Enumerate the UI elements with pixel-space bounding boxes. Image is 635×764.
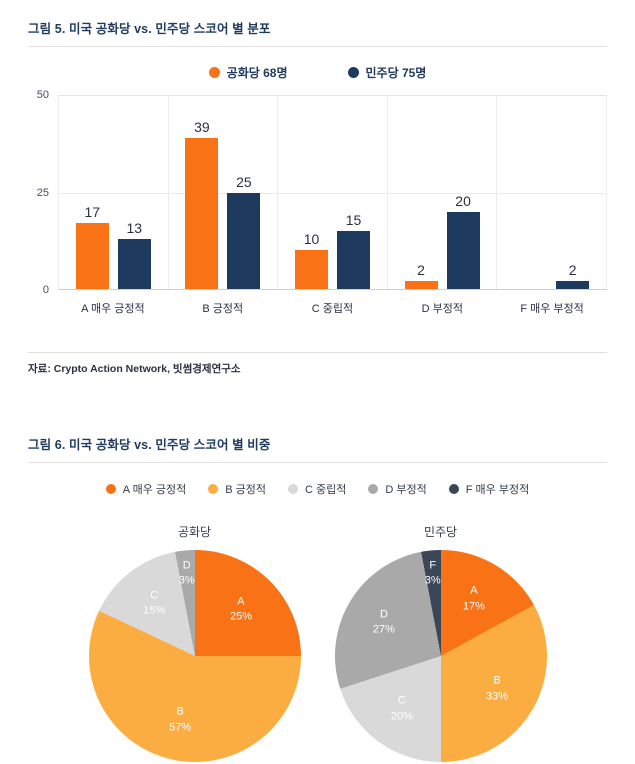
bar-value-label: 13 xyxy=(126,219,143,236)
bar xyxy=(556,281,590,289)
legend-item: B 긍정적 xyxy=(208,481,266,497)
bar-group: 10 15 xyxy=(277,96,387,289)
bar-slot: 17 xyxy=(75,96,109,289)
category-label: F 매우 부정적 xyxy=(520,303,584,315)
bar xyxy=(185,138,219,289)
pie-chart-legend: A 매우 긍정적 B 긍정적 C 중립적 D 부정적 F 매우 부정적 xyxy=(28,481,607,497)
bar xyxy=(75,223,109,289)
legend-marker xyxy=(448,484,459,494)
pie-slice-label: A 25% xyxy=(229,595,252,623)
figure-5: 그림 5. 미국 공화당 vs. 민주당 스코어 별 분포 공화당 68명 민주당… xyxy=(0,0,635,376)
pie-slice-label: C 15% xyxy=(143,589,166,618)
source-divider xyxy=(28,352,607,353)
bar-group: 17 13 xyxy=(58,96,168,289)
pie-chart-republican: 공화당 A 25% B 57% C 15% D 3% xyxy=(88,523,301,762)
legend-marker xyxy=(288,484,299,494)
bar-value-label: 2 xyxy=(568,262,577,279)
bar-value-label: 25 xyxy=(236,173,252,190)
bar-value-label: 15 xyxy=(345,212,362,229)
legend-item: A 매우 긍정적 xyxy=(105,481,187,497)
pie-charts-row: 공화당 A 25% B 57% C 15% D 3% 민주당 A 17% B 33% C … xyxy=(0,523,635,762)
pie: A 25% B 57% C 15% D 3% xyxy=(88,550,301,762)
bar-chart: 0 25 50 17 13 39 25 10 15 2 20 2 xyxy=(28,89,607,296)
legend-item: 민주당 75명 xyxy=(347,64,427,81)
bar xyxy=(294,250,328,289)
legend-marker xyxy=(347,67,359,78)
bar-value-label: 2 xyxy=(417,262,425,279)
pie-slice-label: D 27% xyxy=(372,608,395,636)
legend-label: A 매우 긍정적 xyxy=(122,484,187,496)
legend-label: B 긍정적 xyxy=(225,484,267,496)
legend-label: 민주당 75명 xyxy=(365,66,427,80)
legend-item: F 매우 부정적 xyxy=(448,481,530,497)
pie-slice-label: B 33% xyxy=(486,675,509,703)
legend-item: D 부정적 xyxy=(368,481,427,497)
bar-slot: 20 xyxy=(446,96,480,289)
pie-slice-label: B 57% xyxy=(169,705,192,734)
pie: A 17% B 33% C 20% D 27% F 3% xyxy=(334,550,547,762)
gridline-25 xyxy=(58,192,607,194)
pie-slice-label: C 20% xyxy=(390,694,413,723)
bar-value-label: 17 xyxy=(84,204,101,221)
bar-value-label: 20 xyxy=(455,192,471,209)
bar-plot-area: 17 13 39 25 10 15 2 20 2 xyxy=(58,95,607,290)
legend-label: 공화당 68명 xyxy=(226,66,288,80)
bar xyxy=(404,281,438,289)
legend-marker xyxy=(208,67,220,78)
bar-slot: 15 xyxy=(336,96,370,289)
y-tick-label: 50 xyxy=(36,89,49,101)
pie-chart-democrat: 민주당 A 17% B 33% C 20% D 27% F 3% xyxy=(334,523,547,762)
category-label: B 긍정적 xyxy=(202,303,244,315)
category-label: D 부정적 xyxy=(421,303,463,315)
pie-title: 민주당 xyxy=(423,525,458,539)
bar-group: 2 xyxy=(496,96,607,289)
figure-6-title: 그림 6. 미국 공화당 vs. 민주당 스코어 별 비중 xyxy=(28,438,271,452)
bar xyxy=(117,238,151,289)
figure-6: 그림 6. 미국 공화당 vs. 민주당 스코어 별 비중 A 매우 긍정적 B … xyxy=(0,376,635,497)
legend-marker xyxy=(105,484,116,494)
bar-group: 2 20 xyxy=(386,96,497,289)
y-axis: 0 25 50 xyxy=(28,89,58,296)
bar-value-label: 39 xyxy=(194,119,210,136)
pie-title: 공화당 xyxy=(177,525,212,539)
source-note: 자료: Crypto Action Network, 빗썸경제연구소 xyxy=(28,363,241,375)
bar xyxy=(336,231,370,289)
figure-5-title: 그림 5. 미국 공화당 vs. 민주당 스코어 별 분포 xyxy=(28,22,271,36)
bar-slot: 10 xyxy=(294,96,328,289)
bar-group: 39 25 xyxy=(167,96,278,289)
y-tick-label: 0 xyxy=(42,284,49,296)
legend-item: C 중립적 xyxy=(288,481,346,497)
bar xyxy=(446,211,480,289)
legend-marker xyxy=(368,484,379,494)
y-tick-label: 25 xyxy=(36,186,49,199)
figure-6-title-divider xyxy=(28,462,607,463)
bar-slot: 2 xyxy=(404,96,438,289)
bar-slot: 39 xyxy=(185,96,219,289)
bar-slot: 25 xyxy=(227,96,261,289)
legend-label: C 중립적 xyxy=(305,484,347,496)
category-label: C 중립적 xyxy=(311,303,354,315)
bar-slot: 13 xyxy=(117,96,151,289)
legend-label: F 매우 부정적 xyxy=(465,484,530,496)
bar xyxy=(227,192,261,289)
category-label: A 매우 긍정적 xyxy=(81,303,145,315)
bar-slot xyxy=(514,96,547,289)
figure-5-title-divider xyxy=(28,46,607,47)
bar-slot: 2 xyxy=(556,96,590,289)
bar-chart-legend: 공화당 68명 민주당 75명 xyxy=(28,64,607,81)
x-axis-labels: A 매우 긍정적 B 긍정적 C 중립적 D 부정적 F 매우 부정적 xyxy=(58,300,607,316)
legend-label: D 부정적 xyxy=(385,484,427,496)
bar-value-label: 10 xyxy=(303,231,320,248)
pie-slice-label: F 3% xyxy=(424,559,441,587)
pie-slice-label: D 3% xyxy=(178,559,195,587)
legend-marker xyxy=(208,484,219,494)
pie-slice-label: A 17% xyxy=(462,585,485,613)
legend-item: 공화당 68명 xyxy=(208,64,288,81)
